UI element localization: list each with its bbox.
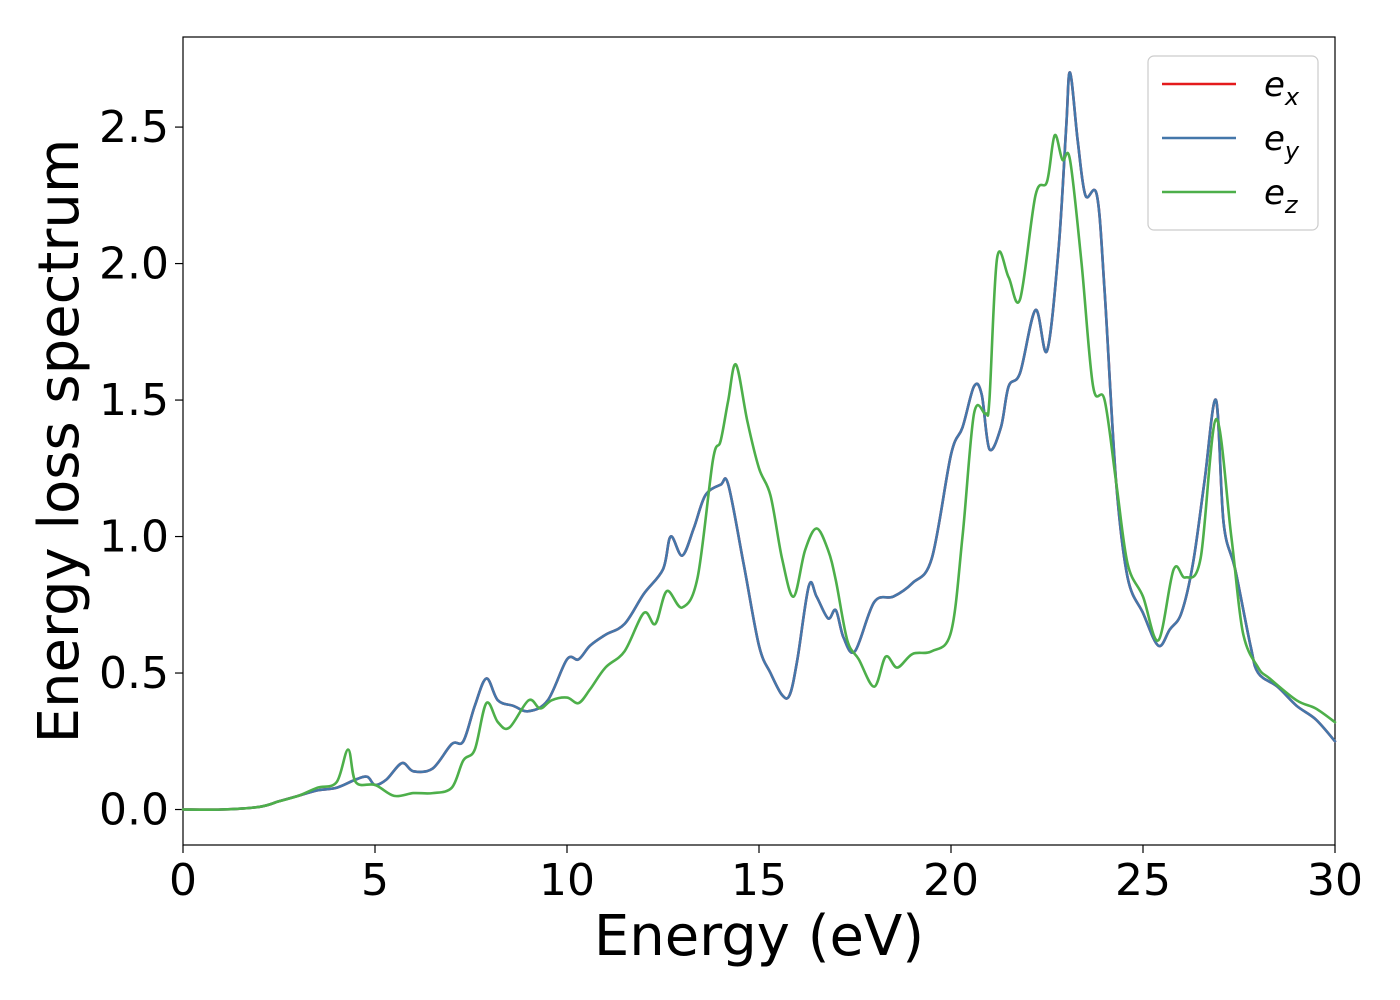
y-tick-label: 1.0 <box>99 512 169 563</box>
x-tick-label: 10 <box>539 855 595 906</box>
y-tick-label: 0.5 <box>99 648 169 699</box>
series-line-ez <box>181 133 1337 812</box>
x-axis: 0 5 10 15 20 25 30 <box>169 845 1363 906</box>
legend-label-base: e <box>1264 119 1285 159</box>
y-tick-label: 1.5 <box>99 375 169 426</box>
legend-label-subscript: y <box>1284 137 1300 165</box>
legend-label-ey: ey <box>1264 119 1300 165</box>
series-layer <box>181 71 1337 812</box>
y-tick-label: 0.0 <box>99 785 169 836</box>
y-tick-label: 2.5 <box>99 102 169 153</box>
legend-label-ez: ez <box>1264 173 1299 219</box>
y-tick-label: 2.0 <box>99 239 169 290</box>
x-tick-label: 20 <box>923 855 979 906</box>
x-tick-label: 15 <box>731 855 787 906</box>
legend-label-subscript: x <box>1284 83 1300 111</box>
series-line-ey <box>181 71 1337 812</box>
legend-label-base: e <box>1264 173 1285 213</box>
x-tick-label: 0 <box>169 855 197 906</box>
x-tick-label: 30 <box>1307 855 1363 906</box>
legend-label-base: e <box>1264 65 1285 105</box>
x-axis-title: Energy (eV) <box>594 904 924 969</box>
y-axis-title: Energy loss spectrum <box>27 139 92 744</box>
legend-label-subscript: z <box>1284 191 1299 219</box>
y-axis: 0.0 0.5 1.0 1.5 2.0 2.5 <box>99 102 183 836</box>
legend-label-ex: ex <box>1264 65 1300 111</box>
x-tick-label: 5 <box>361 855 389 906</box>
x-tick-label: 25 <box>1115 855 1171 906</box>
legend-box <box>1147 55 1319 231</box>
